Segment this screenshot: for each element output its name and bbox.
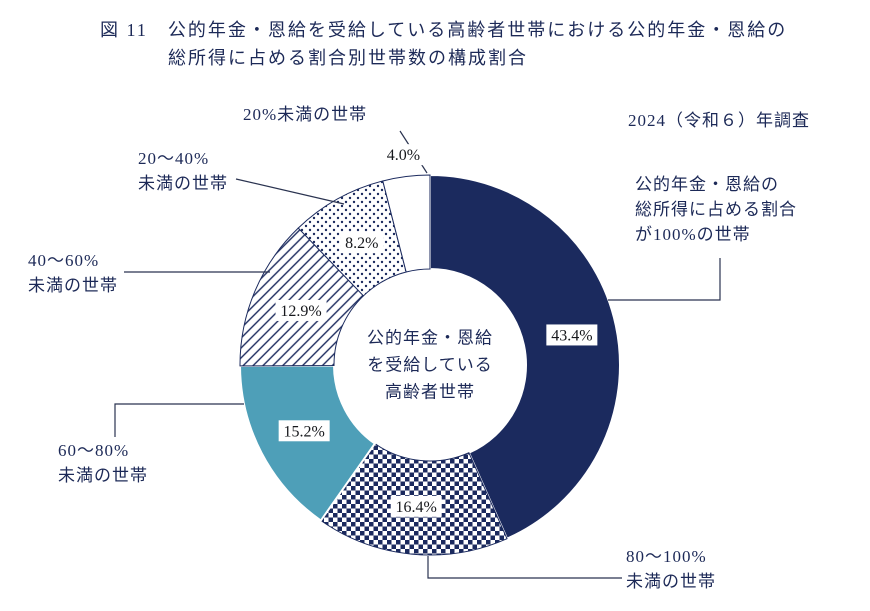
percent-label-box-1	[390, 495, 442, 517]
percent-labels: 43.4% 16.4% 15.2% 12.9% 8.2% 4.0%	[275, 144, 598, 517]
figure-title-line2: 総所得に占める割合別世帯数の構成割合	[168, 48, 528, 68]
figure-title-line1: 図 11 公的年金・恩給を受給している高齢者世帯における公的年金・恩給の	[100, 20, 788, 40]
label-20-40: 20～40% 未満の世帯	[138, 149, 228, 193]
percent-label-3: 12.9%	[280, 303, 321, 320]
leader-line-20-40	[235, 178, 345, 205]
percent-label-2: 15.2%	[283, 423, 324, 440]
leader-lines	[114, 130, 721, 579]
percent-label-0: 43.4%	[551, 327, 592, 344]
label-80-100: 80～100% 未満の世帯	[626, 547, 716, 591]
percent-label-box-3	[275, 299, 327, 321]
label-under-20: 20%未満の世帯	[243, 105, 368, 124]
percent-label-4: 8.2%	[345, 235, 378, 252]
label-60-80: 60～80% 未満の世帯	[58, 441, 148, 485]
percent-label-box-4	[340, 232, 384, 254]
donut-center-label: 公的年金・恩給 を受給している 高齢者世帯	[367, 328, 493, 402]
leader-line-80-100	[427, 556, 622, 579]
pie-slice-5	[382, 174, 431, 273]
percent-label-box-0	[546, 324, 598, 346]
label-40-60: 40～60% 未満の世帯	[28, 251, 118, 295]
percent-label-1: 16.4%	[396, 499, 437, 516]
percent-label-5: 4.0%	[387, 147, 420, 164]
leader-line-100	[608, 258, 721, 301]
label-100-percent: 公的年金・恩給の 総所得に占める割合 が100%の世帯	[635, 175, 797, 244]
leader-line-60-80	[114, 403, 244, 437]
percent-label-box-5	[382, 144, 425, 166]
percent-label-box-2	[278, 420, 330, 442]
survey-year-note: 2024（令和６）年調査	[628, 111, 810, 130]
pie-slice-0	[429, 173, 621, 541]
